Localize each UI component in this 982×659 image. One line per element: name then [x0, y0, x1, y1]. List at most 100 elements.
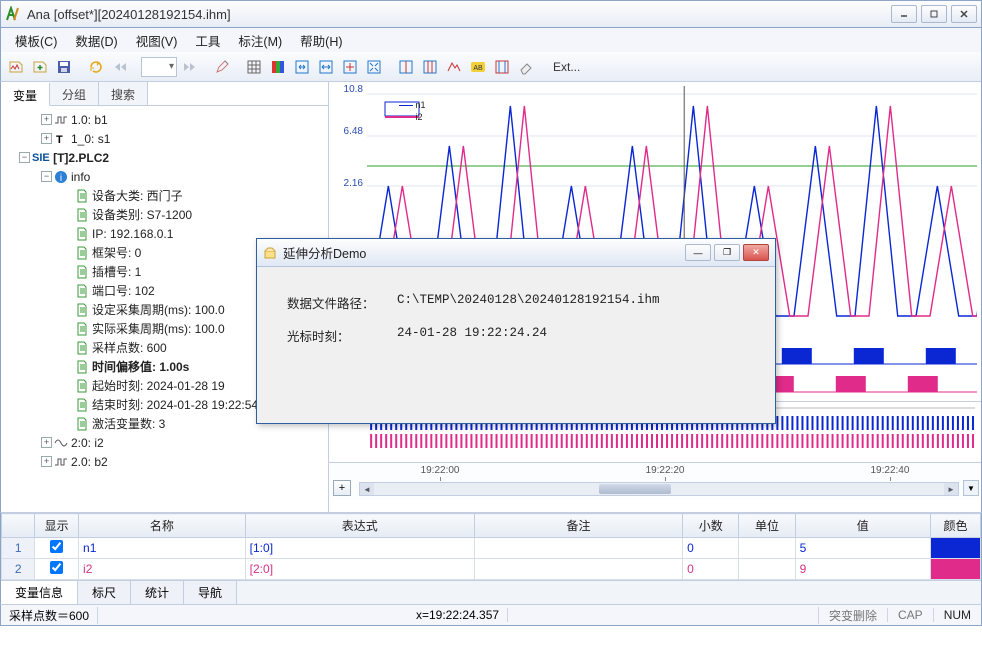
cell-name[interactable]: n1: [79, 538, 246, 559]
cell-expr[interactable]: [1:0]: [245, 538, 474, 559]
tool-fith-icon[interactable]: [315, 56, 337, 78]
dialog-close-button[interactable]: ✕: [743, 244, 769, 261]
tree-leaf[interactable]: 框架号: 0: [92, 244, 141, 261]
tool-add-icon[interactable]: [29, 56, 51, 78]
tool-zoomout-icon[interactable]: [339, 56, 361, 78]
tree-leaf-offset[interactable]: 时间偏移值: 1.00s: [92, 358, 189, 375]
tool-erase-icon[interactable]: [515, 56, 537, 78]
scroll-left-icon[interactable]: ◄: [360, 483, 374, 495]
grid-tab-stats[interactable]: 统计: [131, 581, 184, 604]
tree-item[interactable]: 1.0: b1: [71, 113, 108, 127]
window-title: Ana [offset*][20240128192154.ihm]: [27, 7, 891, 22]
cell-unit[interactable]: [739, 538, 795, 559]
grid-header[interactable]: 小数: [683, 514, 739, 538]
row-number: 1: [2, 538, 35, 559]
tree-leaf[interactable]: 采样点数: 600: [92, 339, 167, 356]
tree-info[interactable]: info: [71, 170, 90, 184]
tool-new-icon[interactable]: [5, 56, 27, 78]
tree-leaf[interactable]: 设定采集周期(ms): 100.0: [92, 301, 225, 318]
tool-zoomfit-icon[interactable]: [363, 56, 385, 78]
cell-unit[interactable]: [739, 559, 795, 580]
cell-val[interactable]: 5: [795, 538, 930, 559]
grid-header[interactable]: 值: [795, 514, 930, 538]
tool-ab-icon[interactable]: AB: [467, 56, 489, 78]
tree-leaf[interactable]: IP: 192.168.0.1: [92, 227, 173, 241]
scroll-right-icon[interactable]: ►: [944, 483, 958, 495]
grid-header[interactable]: 备注: [474, 514, 682, 538]
grid-header[interactable]: 颜色: [930, 514, 980, 538]
variable-table[interactable]: 显示名称表达式备注小数单位值颜色 1n1[1:0]052i2[2:0]09: [1, 513, 981, 580]
tab-search[interactable]: 搜索: [99, 82, 148, 105]
tree-item[interactable]: 2:0: i2: [71, 436, 104, 450]
horizontal-scrollbar[interactable]: ◄ ►: [359, 482, 959, 496]
tree-leaf[interactable]: 结束时刻: 2024-01-28 19:22:54.8: [92, 396, 268, 413]
tree-leaf[interactable]: 激活变量数: 3: [92, 415, 165, 432]
cell-dec[interactable]: 0: [683, 538, 739, 559]
time-tick-label: 19:22:40: [870, 465, 909, 476]
cell-dec[interactable]: 0: [683, 559, 739, 580]
tree-leaf[interactable]: 起始时刻: 2024-01-28 19: [92, 377, 225, 394]
toolbar-ext-label[interactable]: Ext...: [553, 60, 580, 74]
grid-header[interactable]: [2, 514, 35, 538]
grid-tab-nav[interactable]: 导航: [184, 581, 237, 604]
maximize-button[interactable]: [921, 5, 947, 23]
cell-color[interactable]: [930, 538, 980, 559]
cell-color[interactable]: [930, 559, 980, 580]
cell-val[interactable]: 9: [795, 559, 930, 580]
grid-tab-ruler[interactable]: 标尺: [78, 581, 131, 604]
tool-pencil-icon[interactable]: [211, 56, 233, 78]
menu-help[interactable]: 帮助(H): [292, 29, 350, 52]
dialog-maximize-button[interactable]: ❐: [714, 244, 740, 261]
cell-note[interactable]: [474, 559, 682, 580]
cell-expr[interactable]: [2:0]: [245, 559, 474, 580]
info-icon: i: [54, 170, 68, 184]
tool-cursor2-icon[interactable]: [419, 56, 441, 78]
menu-tools[interactable]: 工具: [187, 29, 228, 52]
minimize-button[interactable]: [891, 5, 917, 23]
menu-template[interactable]: 模板(C): [7, 29, 65, 52]
grid-header[interactable]: 显示: [35, 514, 79, 538]
cell-name[interactable]: i2: [79, 559, 246, 580]
tool-refresh-icon[interactable]: [85, 56, 107, 78]
dialog-minimize-button[interactable]: —: [685, 244, 711, 261]
tree-item[interactable]: 1_0: s1: [71, 132, 110, 146]
tree-leaf[interactable]: 实际采集周期(ms): 100.0: [92, 320, 225, 337]
tool-grid-icon[interactable]: [243, 56, 265, 78]
tool-fitw-icon[interactable]: [291, 56, 313, 78]
menu-view[interactable]: 视图(V): [128, 29, 186, 52]
table-row[interactable]: 2i2[2:0]09: [2, 559, 981, 580]
grid-header[interactable]: 表达式: [245, 514, 474, 538]
tool-dropdown[interactable]: ▾: [141, 57, 177, 77]
table-row[interactable]: 1 n1[1:0] 0 5: [2, 538, 981, 559]
tool-cursor1-icon[interactable]: [395, 56, 417, 78]
grid-tab-varinfo[interactable]: 变量信息: [1, 581, 78, 604]
tree-plc[interactable]: [T]2.PLC2: [53, 151, 109, 165]
tree-leaf[interactable]: 设备大类: 西门子: [92, 187, 183, 204]
close-button[interactable]: [951, 5, 977, 23]
tool-measure-icon[interactable]: [443, 56, 465, 78]
grid-header[interactable]: 名称: [79, 514, 246, 538]
show-checkbox[interactable]: [35, 559, 79, 580]
tab-groups[interactable]: 分组: [50, 82, 99, 105]
menu-data[interactable]: 数据(D): [67, 29, 125, 52]
tab-variables[interactable]: 变量: [1, 83, 50, 106]
tree-leaf[interactable]: 设备类别: S7-1200: [92, 206, 192, 223]
scroll-down-icon[interactable]: ▼: [963, 480, 979, 496]
tool-color-icon[interactable]: [267, 56, 289, 78]
dialog-body: 数据文件路径： C:\TEMP\20240128\20240128192154.…: [257, 267, 775, 385]
add-track-button[interactable]: +: [333, 480, 351, 496]
status-delete-button[interactable]: 突变删除: [818, 607, 887, 624]
tool-save-icon[interactable]: [53, 56, 75, 78]
menu-annotate[interactable]: 标注(M): [230, 29, 290, 52]
tree-leaf[interactable]: 端口号: 102: [92, 282, 155, 299]
tool-range-icon[interactable]: [491, 56, 513, 78]
tool-forward-icon[interactable]: [179, 56, 201, 78]
grid-header[interactable]: 单位: [739, 514, 795, 538]
tool-rewind-icon[interactable]: [109, 56, 131, 78]
cell-note[interactable]: [474, 538, 682, 559]
tree-item[interactable]: 2.0: b2: [71, 455, 108, 469]
dialog-titlebar[interactable]: 延伸分析Demo — ❐ ✕: [257, 239, 775, 267]
scroll-thumb[interactable]: [599, 484, 671, 494]
tree-leaf[interactable]: 插槽号: 1: [92, 263, 141, 280]
show-checkbox[interactable]: [35, 538, 79, 559]
